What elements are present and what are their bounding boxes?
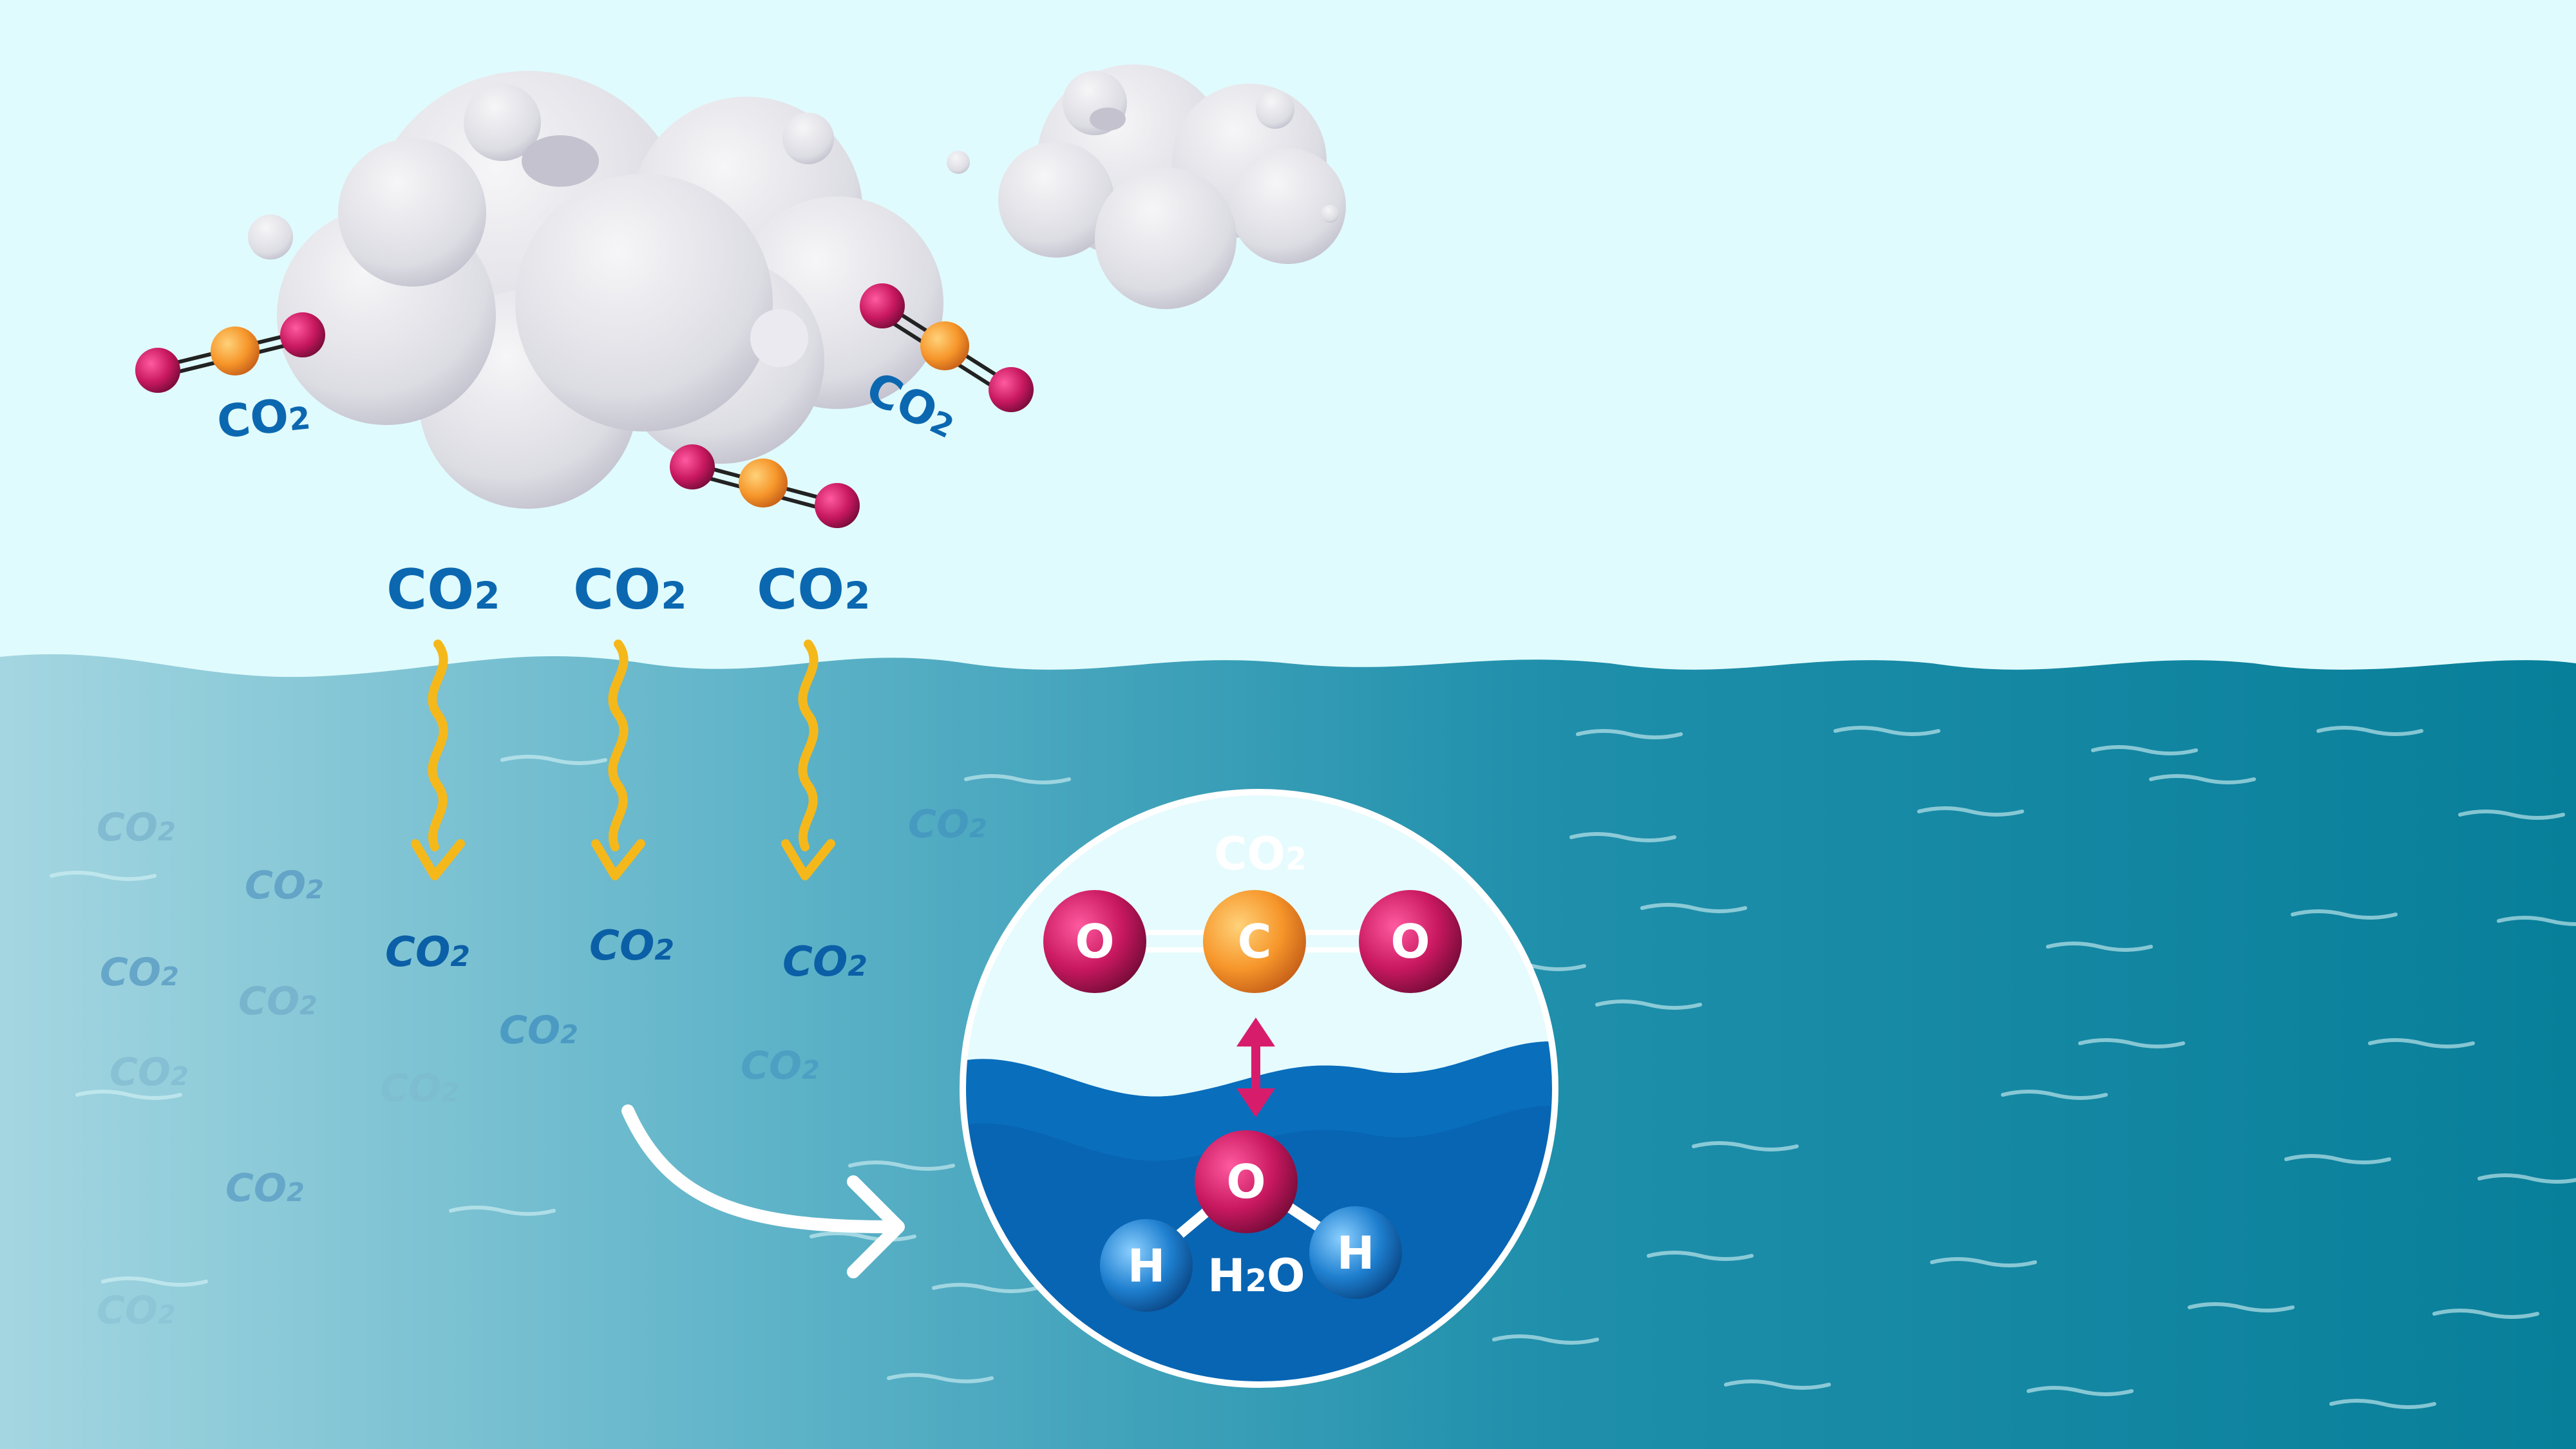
hydrogen-atom [1309,1206,1402,1299]
co2-molecule-icon [670,444,860,528]
large-cloud-icon [248,71,943,509]
svg-text:CO2: CO2 [225,1166,305,1211]
oxygen-atom-label: O [1075,914,1114,969]
oxygen-atom-label: O [1226,1155,1265,1209]
svg-text:CO2: CO2 [97,1288,176,1333]
svg-text:CO2: CO2 [238,979,317,1024]
co2-label: CO2 [573,558,687,622]
dissolved-co2-label: CO2 [782,938,867,986]
dissolved-co2-label: CO2 [589,922,674,970]
oxygen-atom [1359,890,1462,993]
curved-arrow-icon [621,1104,905,1278]
co2-label: CO2 [214,386,312,449]
hydrogen-atom-label: H [1128,1240,1166,1293]
inset-co2-molecule-icon: O C O [1043,890,1462,993]
dissolved-co2-label: CO2 [385,929,470,976]
double-arrow-icon [1236,1018,1275,1117]
svg-text:CO2: CO2 [908,802,987,847]
wavy-arrow-icon [411,639,465,880]
hydrogen-atom [1100,1219,1193,1312]
h2o-label: H2O [1208,1249,1305,1302]
water-ripples [50,726,2576,1409]
oxygen-atom [1195,1130,1298,1233]
oxygen-atom-label: O [1390,914,1430,969]
wavy-arrow-icon [781,639,835,880]
co2-label: CO2 [757,558,871,622]
co2-label: CO2 [386,558,500,622]
hydrogen-atom-label: H [1337,1227,1375,1280]
oxygen-atom [1043,890,1146,993]
svg-text:CO2: CO2 [380,1066,459,1111]
svg-text:CO2: CO2 [109,1050,189,1095]
co2-molecule-icon [860,283,1034,412]
svg-text:CO2: CO2 [100,950,179,995]
svg-text:CO2: CO2 [245,863,324,908]
faded-co2-labels: CO2 CO2 CO2 CO2 CO2 CO2 CO2 CO2 CO2 CO2 … [97,802,987,1333]
svg-text:CO2: CO2 [499,1008,578,1053]
svg-text:CO2: CO2 [741,1043,820,1088]
wavy-arrow-icon [591,639,645,880]
carbon-atom [1203,890,1306,993]
svg-text:CO2: CO2 [97,805,176,850]
water-molecule-icon: O H H [1100,1130,1402,1312]
co2-molecule-icon [135,312,325,393]
inset-co2-label: CO2 [1214,828,1307,880]
carbon-atom-label: C [1238,914,1272,969]
small-cloud-icon [947,64,1346,309]
